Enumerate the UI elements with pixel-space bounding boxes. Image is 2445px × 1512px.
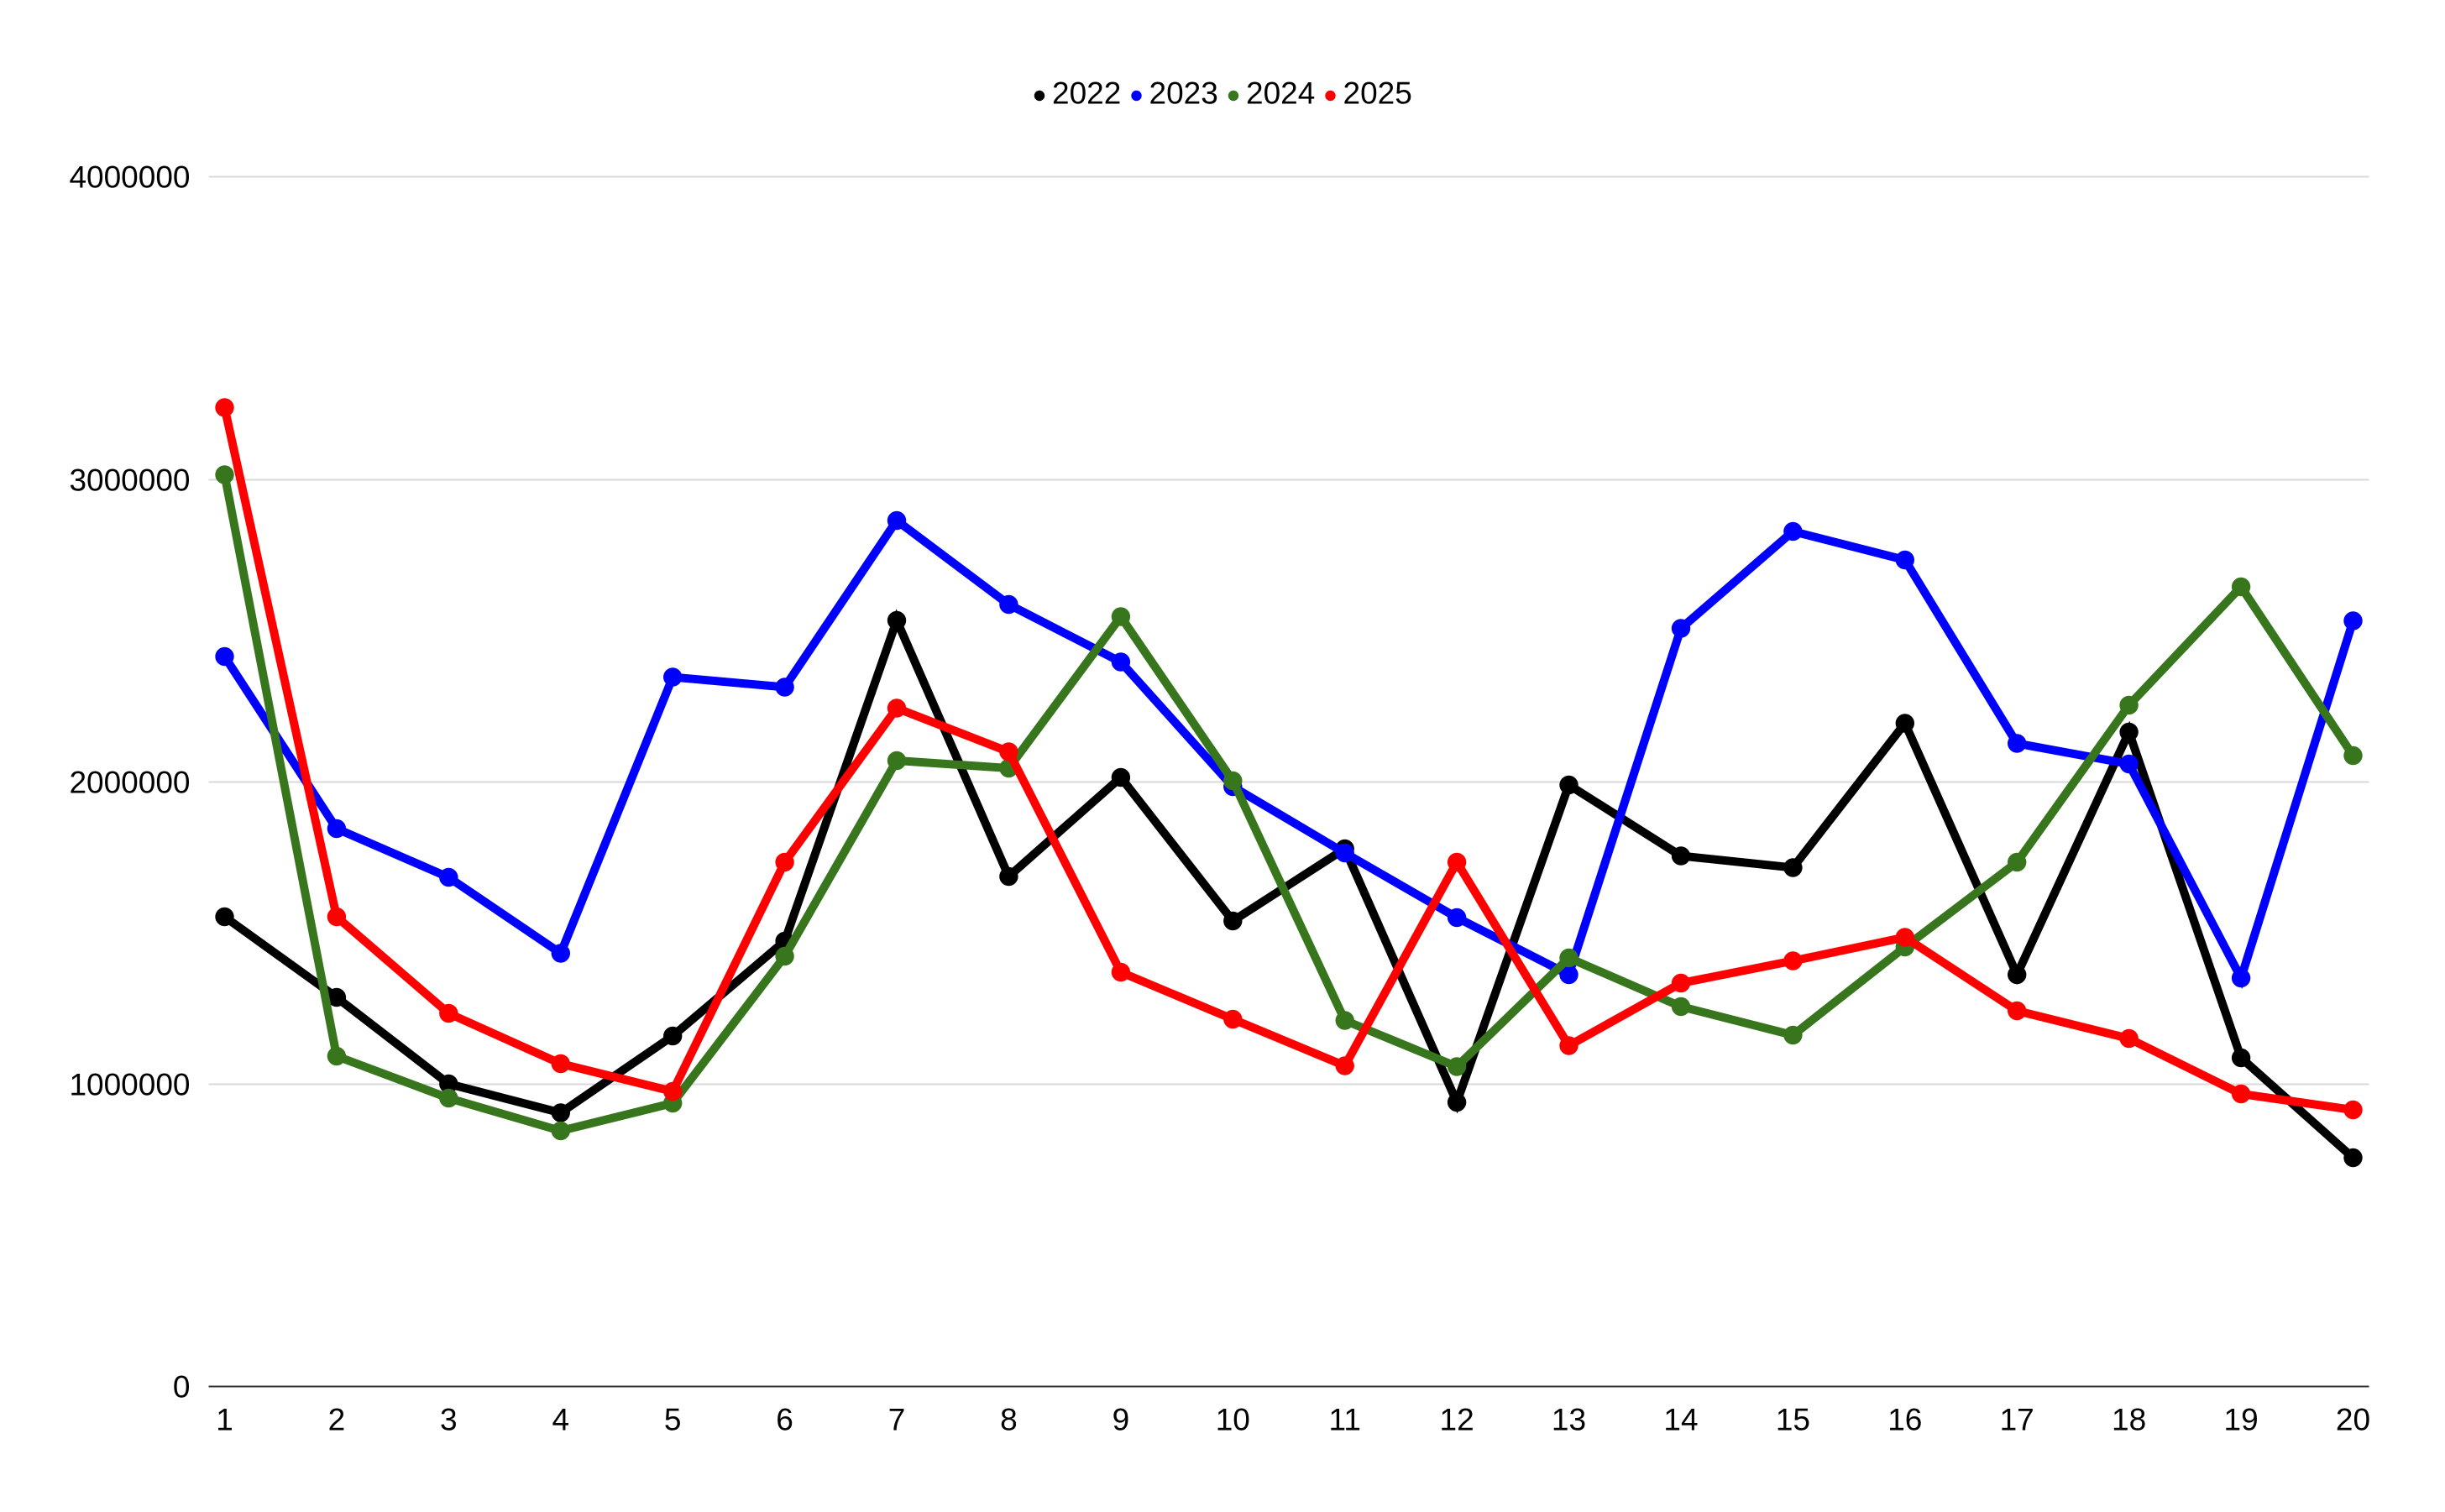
svg-text:14: 14: [1663, 1403, 1698, 1437]
svg-text:4: 4: [552, 1403, 570, 1437]
svg-text:3: 3: [440, 1403, 458, 1437]
svg-text:5: 5: [664, 1403, 682, 1437]
svg-text:19: 19: [2224, 1403, 2259, 1437]
svg-text:8: 8: [1000, 1403, 1018, 1437]
svg-text:1000000: 1000000: [69, 1068, 190, 1102]
svg-text:2025: 2025: [1343, 76, 1412, 111]
svg-text:2000000: 2000000: [69, 766, 190, 800]
svg-text:20: 20: [2336, 1403, 2370, 1437]
svg-text:13: 13: [1552, 1403, 1586, 1437]
svg-text:9: 9: [1113, 1403, 1130, 1437]
svg-text:16: 16: [1887, 1403, 1922, 1437]
svg-text:12: 12: [1440, 1403, 1474, 1437]
svg-text:15: 15: [1776, 1403, 1810, 1437]
svg-text:4000000: 4000000: [69, 160, 190, 195]
svg-text:10: 10: [1216, 1403, 1250, 1437]
svg-text:6: 6: [776, 1403, 793, 1437]
svg-text:2024: 2024: [1246, 76, 1315, 111]
svg-text:0: 0: [173, 1370, 191, 1405]
svg-text:2022: 2022: [1052, 76, 1121, 111]
svg-text:7: 7: [888, 1403, 906, 1437]
svg-text:1: 1: [216, 1403, 233, 1437]
svg-text:11: 11: [1328, 1403, 1360, 1437]
svg-text:2: 2: [328, 1403, 346, 1437]
svg-text:2023: 2023: [1149, 76, 1218, 111]
svg-text:17: 17: [2000, 1403, 2034, 1437]
svg-text:3000000: 3000000: [69, 463, 190, 498]
svg-text:18: 18: [2112, 1403, 2146, 1437]
